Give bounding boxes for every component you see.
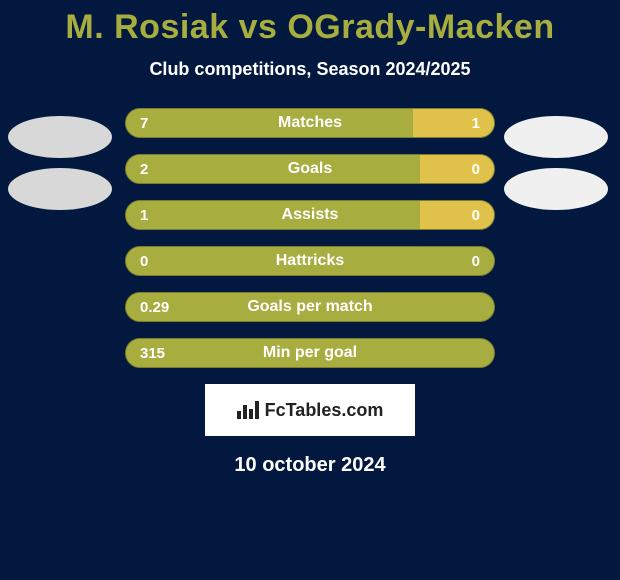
stat-bar-right [420, 201, 494, 229]
stat-label: Hattricks [126, 252, 494, 270]
stats-container: 71Matches 20Goals 10Assists 0 0Hattricks 0.29… [125, 108, 495, 368]
stat-row: 315Min per goal [125, 338, 495, 368]
player-right-avatar-shadow [504, 168, 608, 210]
date-text: 10 october 2024 [0, 454, 620, 477]
stat-row: 71Matches [125, 108, 495, 138]
stat-bar-right [413, 109, 494, 137]
stat-bar-right [420, 155, 494, 183]
player-left-avatar [8, 116, 112, 158]
stat-row: 0 0Hattricks [125, 246, 495, 276]
subtitle: Club competitions, Season 2024/2025 [0, 59, 620, 80]
stat-bar-left [126, 155, 420, 183]
chart-icon [237, 401, 259, 419]
brand-badge: FcTables.com [205, 384, 415, 436]
stat-bar-left [126, 293, 457, 321]
page-title: M. Rosiak vs OGrady-Macken [0, 8, 620, 47]
stat-left-value: 0 [140, 253, 148, 270]
stat-bar-left [126, 109, 413, 137]
stat-row: 10Assists [125, 200, 495, 230]
stat-bar-left [126, 201, 420, 229]
brand-text: FcTables.com [265, 400, 384, 421]
stat-row: 20Goals [125, 154, 495, 184]
comparison-card: M. Rosiak vs OGrady-Macken Club competit… [0, 0, 620, 477]
stat-row: 0.29Goals per match [125, 292, 495, 322]
player-left-avatar-shadow [8, 168, 112, 210]
stat-right-value: 0 [472, 253, 480, 270]
stat-bar-left [126, 339, 457, 367]
player-right-avatar [504, 116, 608, 158]
